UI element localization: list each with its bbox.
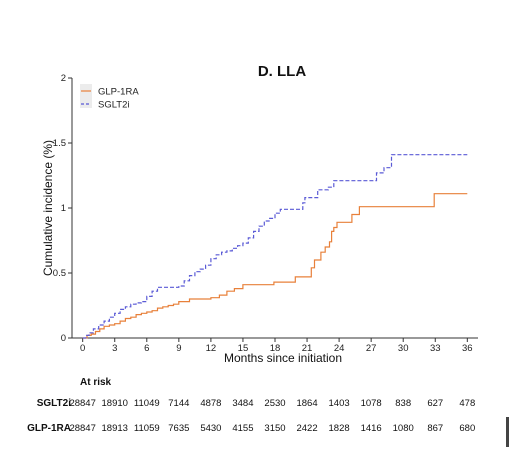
legend-label: SGLT2i bbox=[98, 100, 130, 111]
x-tick-label: 24 bbox=[334, 343, 345, 354]
risk-value: 1864 bbox=[296, 398, 318, 409]
risk-value: 11049 bbox=[133, 398, 160, 409]
risk-value: 1080 bbox=[392, 423, 414, 434]
risk-value: 1078 bbox=[360, 398, 382, 409]
legend: GLP-1RA SGLT2i bbox=[80, 84, 139, 111]
y-tick-label: 2 bbox=[61, 73, 66, 84]
risk-value: 18913 bbox=[101, 423, 128, 434]
risk-value: 4878 bbox=[200, 398, 222, 409]
risk-value: 1416 bbox=[360, 423, 382, 434]
risk-value: 7635 bbox=[168, 423, 190, 434]
y-tick-label: 0.5 bbox=[53, 268, 66, 279]
risk-value: 28847 bbox=[69, 423, 96, 434]
risk-value: 18910 bbox=[101, 398, 128, 409]
chart-title: D. LLA bbox=[258, 63, 306, 80]
risk-value: 7144 bbox=[168, 398, 190, 409]
x-tick-label: 9 bbox=[176, 343, 181, 354]
y-tick-label: 1.5 bbox=[53, 138, 66, 149]
y-tick-label: 0 bbox=[61, 333, 66, 344]
risk-value: 28847 bbox=[69, 398, 96, 409]
risk-value: 838 bbox=[395, 398, 412, 409]
legend-label: GLP-1RA bbox=[98, 87, 139, 98]
x-tick-label: 27 bbox=[366, 343, 377, 354]
legend-key-background bbox=[80, 84, 92, 108]
risk-value: 627 bbox=[427, 398, 444, 409]
risk-value: 3150 bbox=[264, 423, 286, 434]
risk-value: 867 bbox=[427, 423, 444, 434]
risk-value: 11059 bbox=[133, 423, 160, 434]
risk-table-title: At risk bbox=[80, 377, 112, 388]
x-tick-label: 33 bbox=[430, 343, 441, 354]
x-tick-label: 12 bbox=[206, 343, 217, 354]
x-axis-label: Months since initiation bbox=[224, 351, 342, 365]
risk-row-label: GLP-1RA bbox=[27, 423, 71, 434]
x-tick-label: 18 bbox=[270, 343, 281, 354]
risk-value: 1828 bbox=[328, 423, 350, 434]
series-line-glp-1ra bbox=[82, 193, 468, 339]
x-tick-label: 21 bbox=[302, 343, 313, 354]
x-tick-label: 30 bbox=[398, 343, 409, 354]
x-tick-label: 0 bbox=[80, 343, 85, 354]
x-tick-label: 3 bbox=[112, 343, 117, 354]
scroll-indicator bbox=[506, 417, 509, 447]
x-tick-label: 36 bbox=[462, 343, 473, 354]
risk-value: 4155 bbox=[232, 423, 254, 434]
risk-row-label: SGLT2i bbox=[36, 398, 71, 409]
series-layer bbox=[82, 154, 468, 339]
y-tick-label: 1 bbox=[61, 203, 66, 214]
risk-value: 478 bbox=[459, 398, 476, 409]
x-tick-label: 6 bbox=[144, 343, 149, 354]
x-tick-label: 15 bbox=[238, 343, 249, 354]
risk-value: 1403 bbox=[328, 398, 350, 409]
y-axis-label: Cumulative incidence (%) bbox=[41, 140, 55, 276]
series-line-sglt2i bbox=[82, 154, 468, 339]
risk-value: 680 bbox=[459, 423, 476, 434]
risk-value: 2422 bbox=[296, 423, 318, 434]
risk-value: 2530 bbox=[264, 398, 286, 409]
risk-value: 5430 bbox=[200, 423, 222, 434]
risk-value: 3484 bbox=[232, 398, 254, 409]
